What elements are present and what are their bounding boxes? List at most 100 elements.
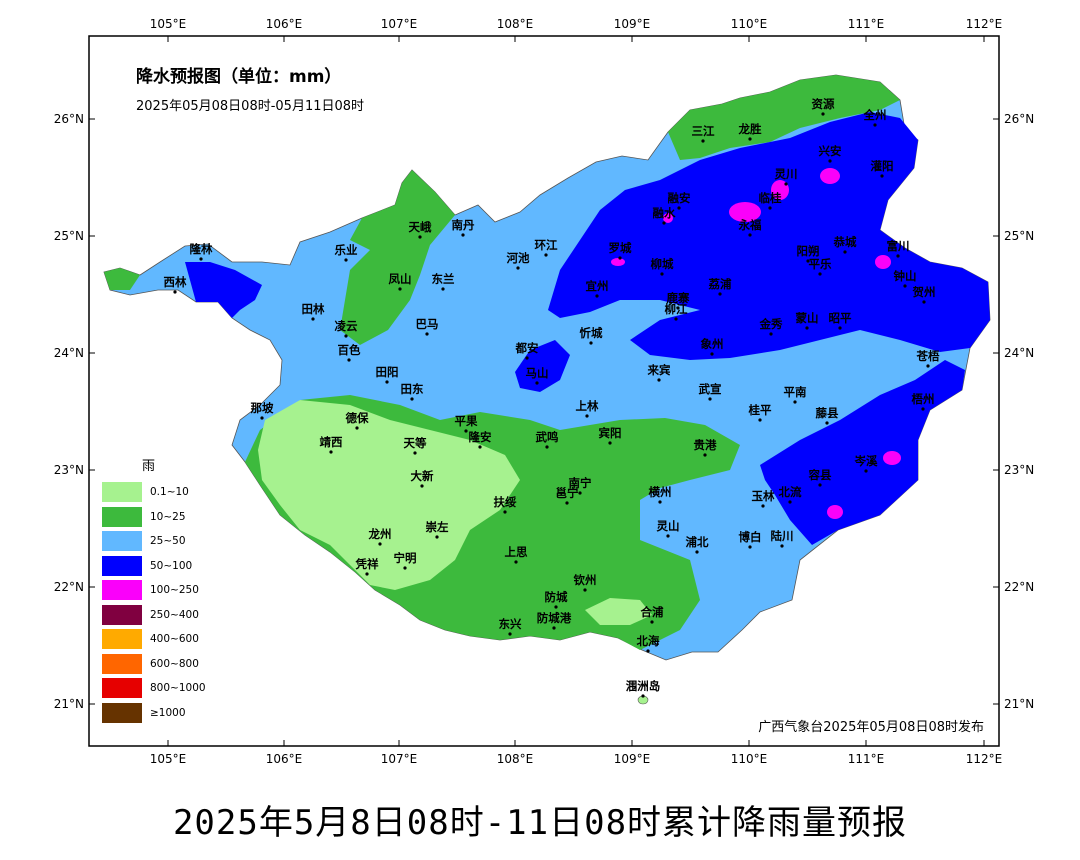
city-dot [676,306,680,310]
city-dot [701,139,705,143]
city-dot [355,426,359,430]
lat-label: 23°N [1004,463,1034,477]
city-dot [595,294,599,298]
legend-label: 250~400 [150,608,199,621]
lon-axis-bottom: 105°E 106°E 107°E 108°E 109°E 110°E 111°E 112°E [150,740,1002,766]
city-label: 田东 [401,382,424,396]
city-label: 崇左 [426,520,449,534]
city-dot [838,326,842,330]
lat-label: 23°N [54,463,84,477]
lat-label: 25°N [54,229,84,243]
lon-label: 110°E [731,17,768,31]
city-label: 贺州 [912,285,936,299]
city-label: 贵港 [694,438,717,452]
city-dot [260,416,264,420]
city-dot [516,266,520,270]
lon-label: 110°E [731,752,768,766]
legend-label: 0.1~10 [150,486,189,499]
city-label: 灵山 [657,519,680,533]
city-dot [583,588,587,592]
city-label: 梧州 [912,392,935,406]
lat-label: 21°N [1004,697,1034,711]
city-label: 东兴 [499,617,522,631]
legend-label: 600~800 [150,657,199,670]
page-caption: 2025年5月8日08时-11日08时累计降雨量预报 [172,803,908,843]
city-label: 邕宁 [556,486,579,500]
city-label: 德保 [345,411,369,425]
lon-label: 111°E [848,752,885,766]
lat-axis-left: 26°N 25°N 24°N 23°N 22°N 21°N [54,112,95,711]
legend-label: 100~250 [150,584,199,597]
city-dot [821,112,825,116]
city-dot [199,257,203,261]
region-10-25-west [340,170,455,345]
legend-title: 雨 [142,459,156,474]
city-label: 恭城 [833,235,857,249]
city-dot [173,290,177,294]
city-label: 玉林 [752,489,775,503]
legend-label: 400~600 [150,633,199,646]
city-dot [843,250,847,254]
legend-item: 50~100 [102,554,222,579]
city-label: 桂平 [748,403,772,417]
city-dot [365,572,369,576]
legend-label: ≥1000 [150,706,186,719]
city-dot [311,317,315,321]
legend-item: 100~250 [102,578,222,603]
city-label: 兴安 [819,144,842,158]
lat-axis-right: 26°N 25°N 24°N 23°N 22°N 21°N [993,112,1034,711]
city-dot [921,407,925,411]
city-dot [514,560,518,564]
city-dot [418,235,422,239]
lat-label: 25°N [1004,229,1034,243]
legend-swatch [102,482,142,503]
city-label: 武鸣 [536,430,559,444]
city-dot [660,272,664,276]
city-dot [478,445,482,449]
city-label: 柳江 [665,302,688,316]
city-dot [461,233,465,237]
city-dot [903,284,907,288]
city-dot [403,566,407,570]
city-label: 凭祥 [355,557,379,571]
legend-label: 800~1000 [150,682,206,695]
lon-axis-top: 105°E 106°E 107°E 108°E 109°E 110°E 111°E 112°E [150,17,1002,42]
lat-label: 26°N [1004,112,1034,126]
lat-label: 26°N [54,112,84,126]
city-dot [873,123,877,127]
city-dot [828,159,832,163]
city-dot [425,332,429,336]
region-50-100-west [185,262,262,318]
region-100-250-2 [771,180,789,200]
city-dot [784,182,788,186]
city-dot [806,259,810,263]
region-100-250-1 [729,202,761,222]
legend-swatch [102,629,142,650]
region-50-100-duan [515,340,570,392]
legend-swatch [102,678,142,699]
city-label: 北流 [779,485,802,499]
city-label: 龙胜 [738,122,762,136]
lon-label: 107°E [381,752,418,766]
lon-label: 105°E [150,17,187,31]
city-dot [718,292,722,296]
city-dot [508,632,512,636]
city-dot [650,620,654,624]
city-dot [748,233,752,237]
lat-label: 22°N [54,580,84,594]
lon-label: 108°E [497,752,534,766]
city-label: 西林 [164,275,187,289]
city-label: 永福 [738,218,762,232]
legend-label: 10~25 [150,510,186,523]
city-label: 靖西 [320,435,343,449]
legend: 雨 0.1~10 10~25 25~50 50~100 100~250 250~400 40… [102,455,222,725]
region-0-10 [258,400,520,590]
city-label: 平果 [455,414,478,428]
region-50-100-se [760,360,965,545]
city-label: 来宾 [647,363,671,377]
lon-label: 106°E [266,17,303,31]
city-dot [793,400,797,404]
city-label: 横州 [649,485,672,499]
legend-item: 400~600 [102,627,222,652]
